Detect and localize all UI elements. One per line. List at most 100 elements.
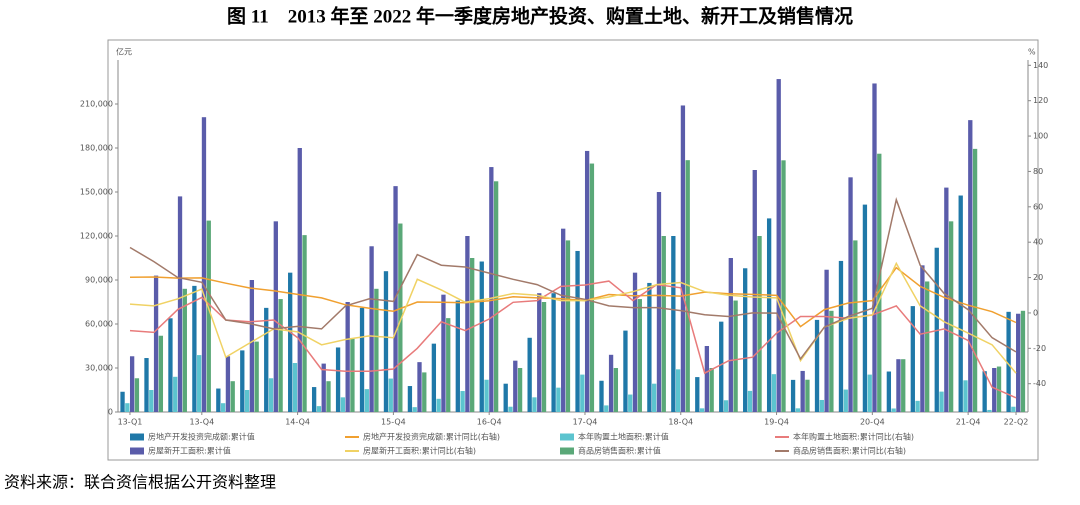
y2-tick-label: 140 [1033,61,1048,70]
x-tick-label: 22-Q2 [1004,418,1029,427]
bar [647,282,652,412]
bar [144,358,149,412]
bar [197,355,202,412]
bar [230,381,235,412]
bar [608,354,614,412]
bar [996,366,1002,412]
chart-title: 图 11 2013 年至 2022 年一季度房地产投资、购置土地、新开工及销售情… [227,4,853,27]
bar [273,221,278,412]
bar [613,368,619,412]
x-tick-label: 21-Q4 [956,418,981,427]
line [129,280,1017,399]
x-tick-label: 14-Q4 [285,418,310,427]
bar [316,406,322,412]
bar [551,293,556,412]
bar [561,228,566,412]
bar [359,307,365,412]
legend-label: 房屋新开工面积:累计同比(右轴) [363,446,476,456]
bar [719,321,724,412]
bar [886,371,892,412]
bar [149,390,154,412]
bar [335,347,341,412]
bar [915,400,920,412]
bar [455,300,460,412]
bar [747,390,753,412]
bar [125,403,130,412]
bar [120,391,125,412]
bar [843,389,848,412]
x-tick-label: 16-Q4 [477,418,502,427]
bar [340,397,346,412]
bar [623,330,628,412]
bar [795,408,801,412]
y-tick-label: 180,000 [80,144,113,153]
bar [910,306,915,412]
bar [240,350,245,412]
bar [685,160,690,412]
bar [177,196,183,412]
y2-tick-label: 80 [1033,167,1043,176]
bar [350,338,355,412]
bar [757,236,762,412]
bar [575,250,580,412]
y2-axis-label: % [1028,48,1036,57]
bar [192,285,197,412]
bar [867,374,872,412]
bar [479,261,484,412]
bar [446,318,451,412]
bar [766,218,772,412]
bar [728,258,733,412]
bar [891,408,896,412]
bar [503,383,508,412]
bar [168,318,173,412]
y2-tick-label: 20 [1033,273,1043,282]
y2-tick-label: 60 [1033,202,1043,211]
bar [517,368,523,412]
bar [1020,310,1026,412]
bar [848,177,853,412]
bar [513,360,518,412]
bar [244,390,250,412]
x-tick-label: 19-Q4 [764,418,789,427]
bar [225,356,231,412]
legend-swatch [130,433,144,441]
bar [470,258,475,412]
y-tick-label: 150,000 [80,188,113,197]
bar [134,378,140,412]
bar [292,363,298,412]
bar [201,117,207,412]
line [129,266,1017,328]
y-tick-label: 210,000 [80,100,113,109]
bar [652,383,657,412]
bar [460,391,465,412]
legend-swatch [130,447,144,455]
bar [374,288,379,412]
bar [302,235,307,412]
bar [781,160,786,412]
bar [671,236,676,412]
bar [776,79,781,413]
legend-label: 房地产开发投资完成额:累计值 [148,432,255,442]
legend-label: 房地产开发投资完成额:累计同比(右轴) [363,432,500,442]
bar [790,379,796,412]
legend-swatch [560,447,574,455]
bar [968,120,973,412]
bar [661,236,666,412]
x-tick-label: 15-Q4 [381,418,406,427]
bar [537,293,542,412]
bar [771,374,777,412]
bar [556,387,561,412]
y2-tick-label: -20 [1033,344,1046,353]
bar [249,280,255,412]
y2-tick-label: -40 [1033,379,1046,388]
bar [872,83,877,412]
bar [699,408,705,412]
frame [107,39,1039,461]
y2-tick-label: 0 [1033,308,1038,317]
y-tick-label: 60,000 [85,320,113,329]
bar [398,223,403,412]
line [129,261,1017,374]
source: 资料来源：联合资信根据公开资料整理 [4,474,276,492]
bar [173,376,178,412]
